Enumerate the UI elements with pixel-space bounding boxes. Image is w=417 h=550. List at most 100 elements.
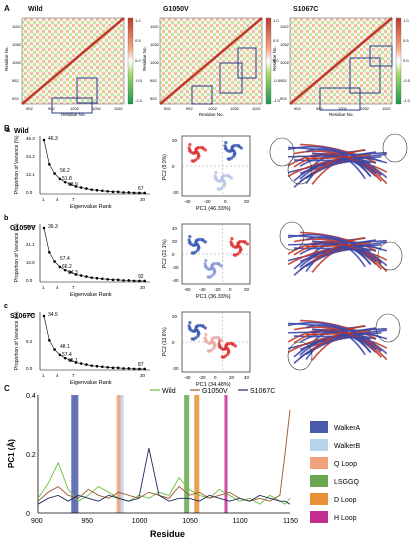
x-tick-label: 1150 bbox=[283, 518, 298, 525]
pca-point bbox=[214, 261, 219, 266]
pca-xtick: -20 bbox=[214, 287, 221, 292]
pca-point bbox=[229, 149, 233, 153]
pca-point bbox=[188, 143, 192, 147]
panel-letter-c: C bbox=[4, 384, 10, 393]
pca-ytick: 0 bbox=[172, 164, 175, 169]
pca-point bbox=[204, 338, 208, 342]
pca-point bbox=[206, 349, 210, 353]
heatmap-xtick: 1002 bbox=[338, 106, 348, 111]
pca-point bbox=[226, 157, 230, 161]
heatmap-title-g1050v: G1050V bbox=[163, 6, 189, 13]
protein-ribbon bbox=[305, 236, 372, 265]
row-name: G1050V bbox=[10, 225, 36, 232]
pca-point bbox=[196, 246, 200, 250]
row-name: S1067C bbox=[10, 313, 35, 320]
heatmap-title-wild: Wild bbox=[28, 6, 43, 13]
protein-ribbon bbox=[311, 152, 366, 165]
highlight-box bbox=[191, 85, 213, 105]
y-axis-label: PC1 (Å) bbox=[7, 439, 16, 468]
series-line-g1050v bbox=[37, 409, 291, 502]
heatmap-ylabel: Residue No. bbox=[272, 46, 277, 71]
pca-xtick: -60 bbox=[184, 287, 191, 292]
scree-ytick: 0.0 bbox=[26, 366, 33, 371]
scree-label: 67 bbox=[138, 186, 144, 192]
heatmap-xtick: 1102 bbox=[252, 106, 261, 111]
pca-point bbox=[188, 235, 192, 239]
pca-point bbox=[188, 240, 192, 244]
scree-ytick: 10.6 bbox=[26, 260, 35, 265]
scree-xtick: 1 bbox=[42, 285, 45, 290]
heatmap-xtick: 952 bbox=[186, 106, 193, 111]
panel-letter-b: B bbox=[4, 124, 10, 133]
scree-xtick: 7 bbox=[72, 285, 75, 290]
pca-xtick: -40 bbox=[184, 199, 191, 204]
series-line-s1067c bbox=[37, 448, 291, 505]
pca-point bbox=[217, 337, 221, 341]
heatmap-xtick: 952 bbox=[316, 106, 323, 111]
pca-point bbox=[188, 321, 192, 325]
region-legend-label: LSGGQ bbox=[334, 479, 359, 486]
colorbar-tick: 0.5 bbox=[135, 38, 141, 43]
heatmap-ytick: 1052 bbox=[12, 42, 22, 47]
scree-point bbox=[42, 226, 46, 230]
y-tick-label: 0 bbox=[26, 511, 30, 518]
pca-point bbox=[230, 242, 234, 246]
region-legend-swatch bbox=[310, 457, 328, 469]
pca-point bbox=[230, 156, 234, 160]
colorbar-tick: 1.0 bbox=[273, 18, 279, 23]
scree-label: 57.4 bbox=[62, 352, 72, 358]
protein-ribbon bbox=[293, 150, 382, 175]
pca-point bbox=[198, 323, 203, 328]
protein-ribbon bbox=[287, 239, 387, 246]
scree-ytick: 46.3 bbox=[26, 136, 35, 141]
pca-xtick: 20 bbox=[244, 287, 250, 292]
scree-ytick: 9.2 bbox=[26, 339, 33, 344]
pca-point bbox=[224, 146, 228, 150]
pca-point bbox=[206, 275, 210, 279]
x-axis-label: Residue bbox=[150, 529, 185, 539]
protein-ribbon bbox=[299, 247, 377, 268]
colorbar-tick: 0.5 bbox=[403, 38, 409, 43]
pca-point bbox=[204, 259, 208, 263]
pca-xtick: 0 bbox=[214, 375, 217, 380]
pca-xtick: 0 bbox=[229, 287, 232, 292]
scree-line bbox=[43, 315, 145, 370]
pca-xlabel: PC1 (34.48%) bbox=[196, 382, 231, 388]
pca-point bbox=[228, 341, 233, 346]
heatmap-ytick: 952 bbox=[150, 78, 157, 83]
scree-xlabel: Eigenvalue Rank bbox=[70, 380, 112, 386]
colorbar-tick: -0.5 bbox=[273, 78, 281, 83]
pca-point bbox=[217, 263, 221, 267]
scree-xtick: 4 bbox=[56, 197, 59, 202]
pca-point bbox=[198, 145, 203, 150]
pca-ytick: 20 bbox=[172, 138, 178, 143]
pca-xtick: -40 bbox=[184, 375, 191, 380]
pca-point bbox=[194, 250, 198, 254]
scree-xtick: 7 bbox=[72, 197, 75, 202]
protein-ribbon bbox=[311, 240, 366, 253]
heatmap-ytick: 1102 bbox=[12, 24, 21, 29]
highlight-circle bbox=[287, 341, 313, 371]
x-tick-label: 1000 bbox=[132, 518, 148, 525]
x-tick-label: 1100 bbox=[233, 518, 248, 525]
region-legend-swatch bbox=[310, 439, 328, 451]
scree-label: 57.4 bbox=[60, 256, 70, 262]
pca-ytick: 0 bbox=[172, 252, 175, 257]
heatmap-xlabel: Residue No. bbox=[61, 112, 86, 117]
protein-ribbon bbox=[305, 148, 372, 177]
series-line-wild bbox=[37, 461, 291, 505]
region-legend-label: WalkerB bbox=[334, 443, 361, 450]
pca-point bbox=[193, 329, 197, 333]
colorbar-tick: -0.5 bbox=[403, 78, 411, 83]
scree-ylabel: Proportion of Variance (%) bbox=[14, 223, 20, 282]
pca-point bbox=[188, 326, 192, 330]
colorbar-tick: -1.0 bbox=[135, 98, 143, 103]
scree-xtick: 1 bbox=[42, 373, 45, 378]
highlight-circle bbox=[382, 133, 408, 163]
scree-label: 56.2 bbox=[60, 168, 70, 174]
heatmap-diagonal bbox=[21, 17, 125, 105]
pca-point bbox=[243, 241, 247, 245]
pca-point bbox=[194, 158, 198, 162]
heatmap-xtick: 1052 bbox=[230, 106, 240, 111]
